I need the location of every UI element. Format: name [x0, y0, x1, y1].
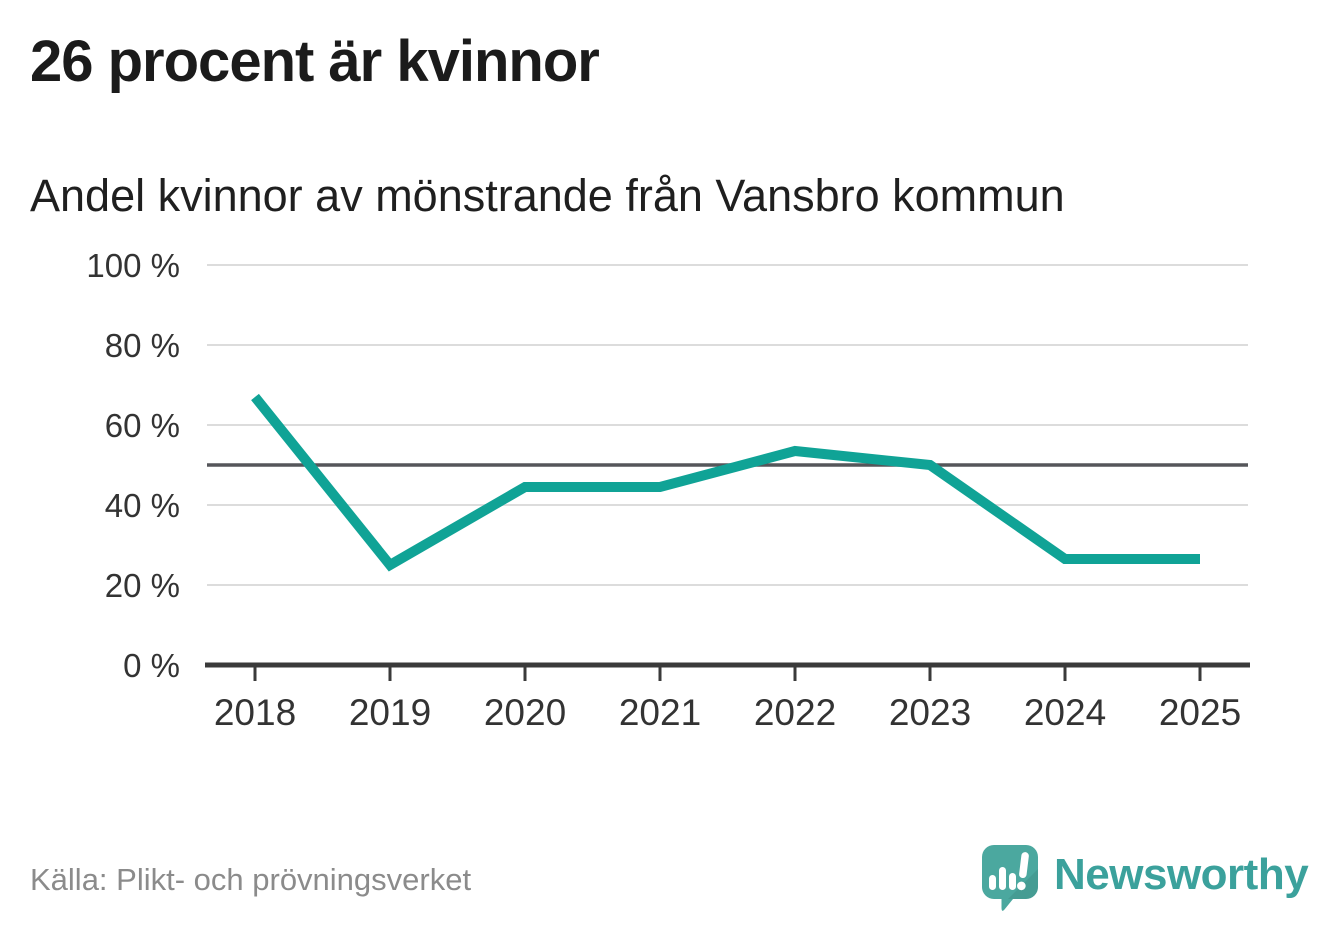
x-axis-tick-label: 2025 — [1159, 692, 1241, 733]
data-line-series — [251, 393, 1200, 572]
x-axis-tick-label: 2022 — [754, 692, 836, 733]
source-note: Källa: Plikt- och prövningsverket — [30, 862, 472, 897]
y-axis-tick-label: 40 % — [105, 487, 180, 524]
newsworthy-speech-bubble-chart-icon — [982, 845, 1038, 911]
x-axis-tick-label: 2024 — [1024, 692, 1106, 733]
x-axis-tick-label: 2020 — [484, 692, 566, 733]
exclamation-icon — [1017, 852, 1029, 891]
y-axis-tick-label: 0 % — [123, 647, 180, 684]
x-axis-tick-label: 2019 — [349, 692, 431, 733]
y-axis-tick-label: 60 % — [105, 407, 180, 444]
x-axis-tick-label: 2023 — [889, 692, 971, 733]
chart-subtitle: Andel kvinnor av mönstrande från Vansbro… — [30, 170, 1065, 221]
bar-icon-medium — [1009, 873, 1016, 890]
line-chart-canvas: 0 % 20 % 40 % 60 % 80 % 100 % 2018 2019 2020 2021… — [86, 247, 1250, 733]
brand-logo: Newsworthy — [980, 843, 1309, 913]
bar-icon-short — [989, 875, 996, 890]
bar-icon-tall — [999, 867, 1006, 890]
x-axis-tick-label: 2021 — [619, 692, 701, 733]
brand-name: Newsworthy — [1054, 850, 1309, 899]
chart-title: 26 procent är kvinnor — [30, 29, 600, 94]
x-axis-tick-label: 2018 — [214, 692, 296, 733]
y-axis-tick-label: 80 % — [105, 327, 180, 364]
y-axis-tick-label: 100 % — [86, 247, 180, 284]
y-axis-tick-label: 20 % — [105, 567, 180, 604]
